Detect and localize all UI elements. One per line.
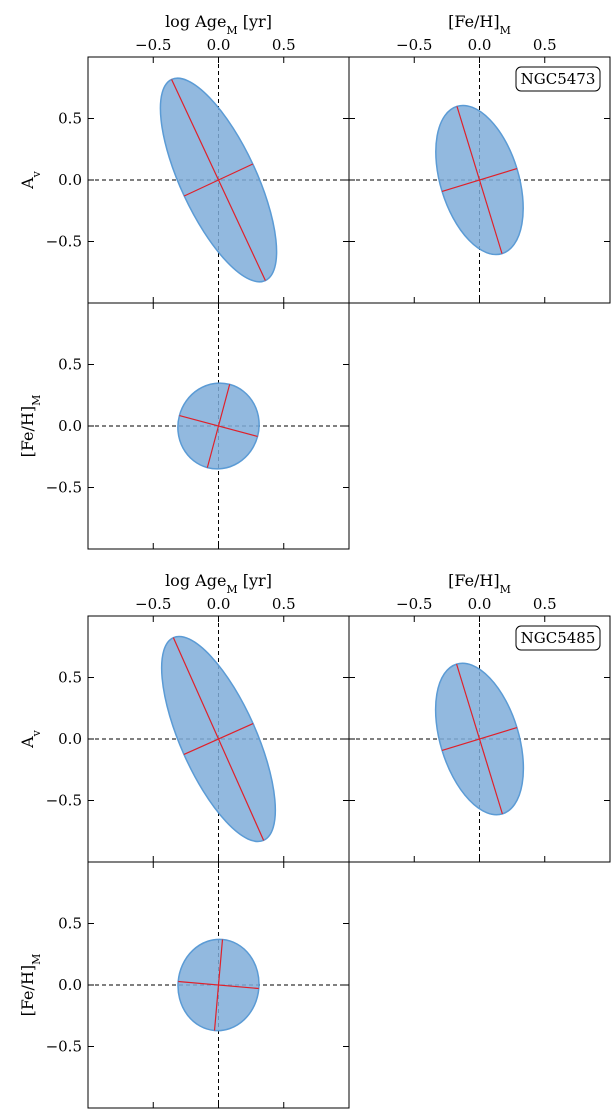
y-tick-label: 0.5	[58, 915, 82, 933]
y-tick-label: −0.5	[46, 233, 82, 251]
galaxy-tag-box	[515, 66, 601, 92]
x-tick-label: −0.5	[135, 595, 171, 613]
corner-plot-NGC5485: −0.5 0.0 0.5 −0.5 0.0 0.5 −0.5 0.0 0.5 −0.5 0.0 0.5…	[18, 571, 611, 1109]
panel-feh-vs-av: −0.5 0.0 0.5	[348, 36, 611, 304]
x-tick-label: 0.0	[207, 595, 231, 613]
y-tick-label: 0.5	[58, 669, 82, 687]
y-axis-title-feh: [Fe/H]M	[18, 395, 43, 458]
x-tick-label: 0.0	[468, 36, 492, 54]
panel-age-vs-av: −0.5 0.0 0.5 −0.5 0.0 0.5	[46, 595, 350, 863]
minor-axis-line	[178, 980, 259, 990]
galaxy-tag: NGC5473	[515, 66, 601, 92]
minor-axis-line	[183, 723, 254, 755]
y-tick-label: 0.0	[58, 730, 82, 748]
x-tick-label: 0.5	[272, 36, 296, 54]
y-axis-title-av: Av	[18, 170, 43, 190]
minor-axis-line	[183, 163, 254, 197]
galaxy-tag-label: NGC5485	[521, 629, 596, 647]
minor-axis-line	[441, 167, 518, 193]
y-axis-title-feh: [Fe/H]M	[18, 954, 43, 1017]
minor-axis-line	[441, 726, 518, 752]
x-tick-label: 0.5	[533, 36, 557, 54]
x-tick-label: 0.5	[533, 595, 557, 613]
corner-plot-NGC5473: −0.5 0.0 0.5 −0.5 0.0 0.5 −0.5 0.0 0.5 −0.5 0.0 0.5…	[18, 12, 611, 550]
y-axis-title-av: Av	[18, 729, 43, 749]
y-tick-label: 0.0	[58, 417, 82, 435]
x-tick-label: −0.5	[396, 595, 432, 613]
y-tick-label: 0.5	[58, 110, 82, 128]
panel-age-vs-av: −0.5 0.0 0.5 −0.5 0.0 0.5	[46, 36, 350, 304]
y-tick-label: 0.0	[58, 171, 82, 189]
x-axis-title-feh: [Fe/H]M	[448, 571, 511, 596]
y-tick-label: 0.5	[58, 356, 82, 374]
minor-axis-line	[179, 414, 258, 438]
galaxy-tag: NGC5485	[515, 625, 601, 651]
y-tick-label: 0.0	[58, 976, 82, 994]
x-axis-title-age: log AgeM [yr]	[165, 571, 272, 596]
panel-feh-vs-av: −0.5 0.0 0.5	[348, 595, 611, 863]
x-tick-label: −0.5	[396, 36, 432, 54]
galaxy-tag-box	[515, 625, 601, 651]
x-axis-title-age: log AgeM [yr]	[165, 12, 272, 37]
panel-age-vs-feh: −0.5 0.0 0.5	[46, 302, 350, 550]
galaxy-tag-label: NGC5473	[521, 70, 596, 88]
x-axis-title-feh: [Fe/H]M	[448, 12, 511, 37]
y-tick-label: −0.5	[46, 792, 82, 810]
x-tick-label: −0.5	[135, 36, 171, 54]
panel-age-vs-feh: −0.5 0.0 0.5	[46, 861, 350, 1109]
x-tick-label: 0.5	[272, 595, 296, 613]
y-tick-label: −0.5	[46, 1038, 82, 1056]
y-tick-label: −0.5	[46, 479, 82, 497]
x-tick-label: 0.0	[468, 595, 492, 613]
x-tick-label: 0.0	[207, 36, 231, 54]
